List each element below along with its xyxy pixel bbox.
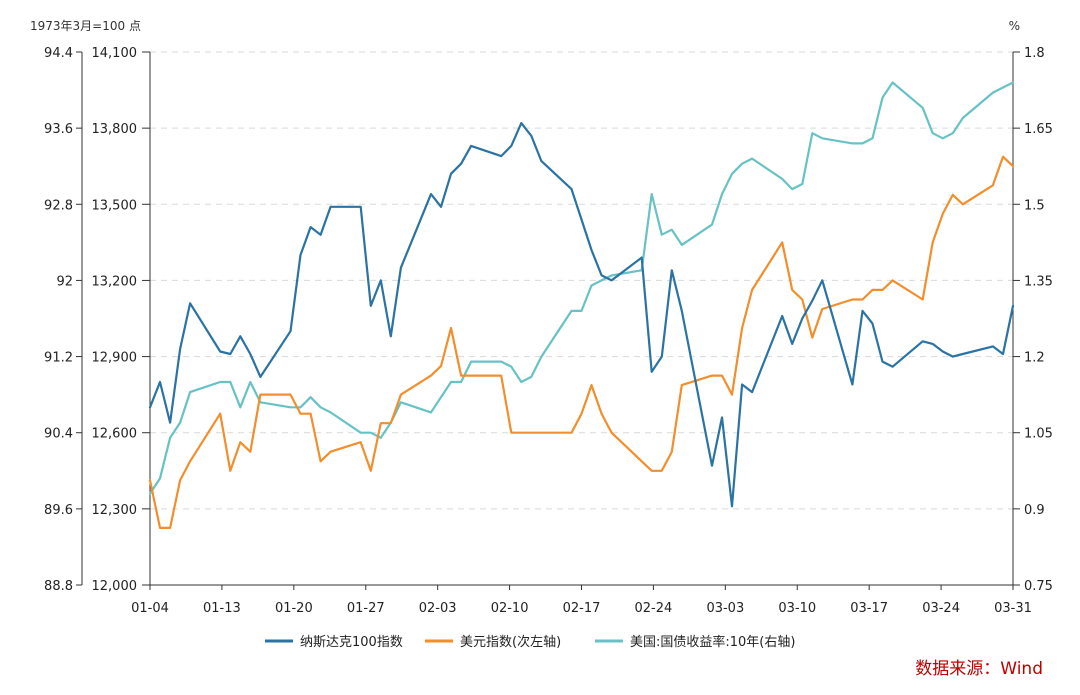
x-axis-tick-label: 03-17 xyxy=(850,601,888,616)
series-line-yield xyxy=(148,81,1015,495)
nasdaq-axis-tick-label: 12,300 xyxy=(92,503,138,518)
legend-label-yield: 美国:国债收益率:10年(右轴) xyxy=(630,634,795,650)
dxy-axis-tick-label: 92.8 xyxy=(44,198,73,213)
dxy-axis-tick-label: 89.6 xyxy=(44,503,73,518)
x-axis-tick-label: 02-24 xyxy=(635,601,673,616)
nasdaq-axis-tick-label: 14,100 xyxy=(92,46,138,61)
yield-axis-tick-label: 1.05 xyxy=(1024,427,1053,442)
axes: 88.8 12,000 0.75 89.6 12,300 0.9 90.4 12,600 1.0… xyxy=(44,46,1053,616)
left-axis-unit-label: 1973年3月=100 点 xyxy=(30,19,141,33)
dxy-axis-tick-label: 94.4 xyxy=(44,46,73,61)
dxy-axis-tick-label: 93.6 xyxy=(44,122,73,137)
legend-label-nasdaq: 纳斯达克100指数 xyxy=(300,635,403,650)
yield-axis-tick-label: 1.35 xyxy=(1024,274,1053,289)
yield-axis-tick-label: 1.5 xyxy=(1024,198,1045,213)
series-line-dxy xyxy=(148,155,1015,530)
x-axis-tick-label: 03-24 xyxy=(922,601,960,616)
legend: 纳斯达克100指数 美元指数(次左轴) 美国:国债收益率:10年(右轴) xyxy=(265,634,795,650)
nasdaq-axis-tick-label: 12,000 xyxy=(92,579,138,594)
x-axis-tick-label: 02-10 xyxy=(491,601,529,616)
right-axis-unit-label: % xyxy=(1009,19,1020,33)
nasdaq-axis-tick-label: 13,500 xyxy=(92,198,138,213)
x-axis-tick-label: 01-27 xyxy=(347,601,385,616)
yield-axis-tick-label: 0.75 xyxy=(1024,579,1053,594)
x-axis-tick-label: 01-20 xyxy=(275,601,313,616)
nasdaq-axis-tick-label: 12,900 xyxy=(92,351,138,366)
dxy-axis-tick-label: 92 xyxy=(56,274,73,289)
legend-label-dxy: 美元指数(次左轴) xyxy=(460,634,561,650)
nasdaq-axis-tick-label: 12,600 xyxy=(92,427,138,442)
x-axis-tick-label: 02-03 xyxy=(419,601,457,616)
x-axis-tick-label: 03-31 xyxy=(994,601,1032,616)
yield-axis-tick-label: 1.65 xyxy=(1024,122,1053,137)
x-axis-tick-label: 01-13 xyxy=(203,601,241,616)
yield-axis-tick-label: 1.8 xyxy=(1024,46,1045,61)
data-source-note: 数据来源：Wind xyxy=(915,659,1043,679)
dxy-axis-tick-label: 91.2 xyxy=(44,351,73,366)
dxy-axis-tick-label: 90.4 xyxy=(44,427,73,442)
nasdaq-axis-tick-label: 13,200 xyxy=(92,274,138,289)
x-axis-tick-label: 02-17 xyxy=(563,601,601,616)
x-axis-tick-label: 01-04 xyxy=(131,601,169,616)
yield-axis-tick-label: 0.9 xyxy=(1024,503,1045,518)
series-lines xyxy=(148,81,1015,530)
x-axis-tick-label: 03-10 xyxy=(778,601,816,616)
series-line-nasdaq xyxy=(148,121,1015,508)
nasdaq-axis-tick-label: 13,800 xyxy=(92,122,138,137)
dxy-axis-tick-label: 88.8 xyxy=(44,579,73,594)
yield-axis-tick-label: 1.2 xyxy=(1024,351,1045,366)
x-axis-tick-label: 03-03 xyxy=(706,601,744,616)
gridlines xyxy=(150,51,1013,510)
